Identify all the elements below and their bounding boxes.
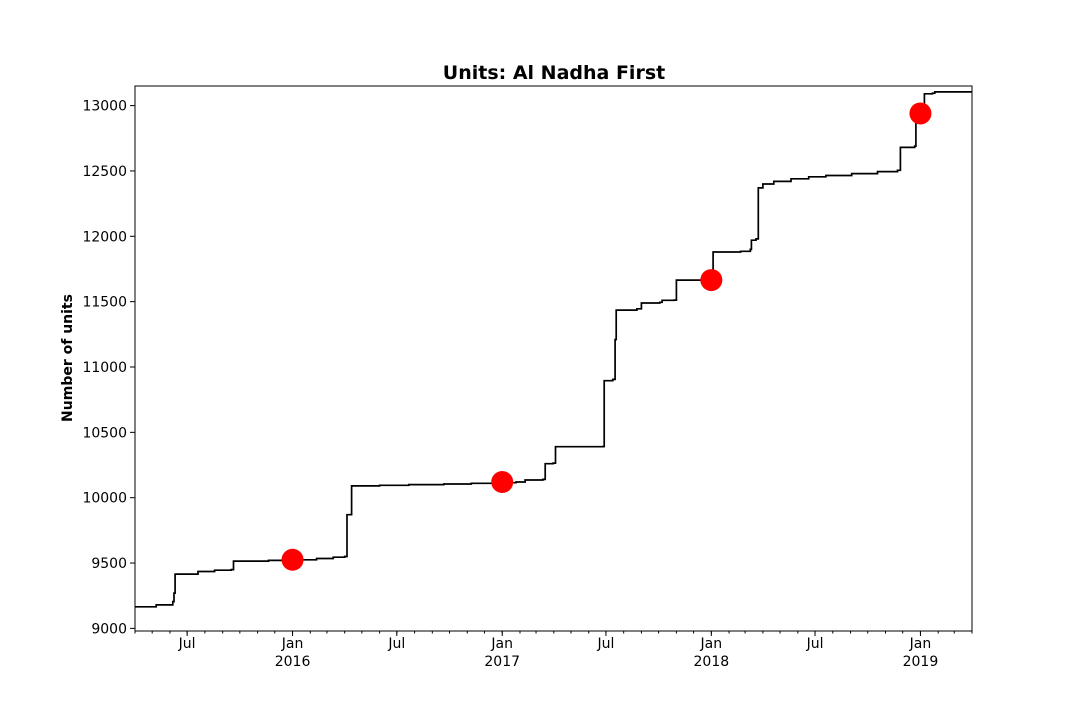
x-tick-label: Jan: [281, 636, 304, 652]
plot-area: Jul Jan 2016 Jul Jan 2017 Jul Jan 2018 Jul Jan 2019…: [82, 91, 973, 670]
x-tick-label: Jan: [490, 636, 513, 652]
y-tick-label: 11500: [82, 295, 127, 311]
red-marker-point: [700, 269, 723, 292]
y-tick-label: 11000: [82, 360, 127, 376]
x-tick-label: Jan: [909, 636, 932, 652]
red-marker-point: [491, 471, 514, 494]
x-tick-label: Jul: [596, 636, 614, 652]
x-tick-year-label: 2016: [275, 654, 311, 670]
y-tick-label: 13000: [82, 99, 127, 115]
y-tick-label: 10500: [82, 425, 127, 441]
x-tick-year-label: 2018: [694, 654, 730, 670]
y-axis-label: Number of units: [60, 294, 76, 422]
red-marker-point: [909, 102, 932, 125]
y-tick-label: 10000: [82, 491, 127, 507]
y-tick-label: 9000: [91, 621, 127, 637]
y-tick-label: 12500: [82, 164, 127, 180]
y-tick-label: 12000: [82, 229, 127, 245]
red-marker-point: [281, 548, 304, 571]
x-tick-label: Jul: [178, 636, 196, 652]
units-series-line: [135, 91, 972, 608]
x-tick-label: Jan: [700, 636, 723, 652]
x-tick-year-label: 2017: [484, 654, 520, 670]
x-tick-label: Jul: [387, 636, 405, 652]
y-tick-label: 9500: [91, 556, 127, 572]
chart-title: Units: Al Nadha First: [443, 62, 665, 84]
plot-frame: [134, 85, 973, 632]
x-tick-year-label: 2019: [903, 654, 939, 670]
x-tick-label: Jul: [806, 636, 824, 652]
